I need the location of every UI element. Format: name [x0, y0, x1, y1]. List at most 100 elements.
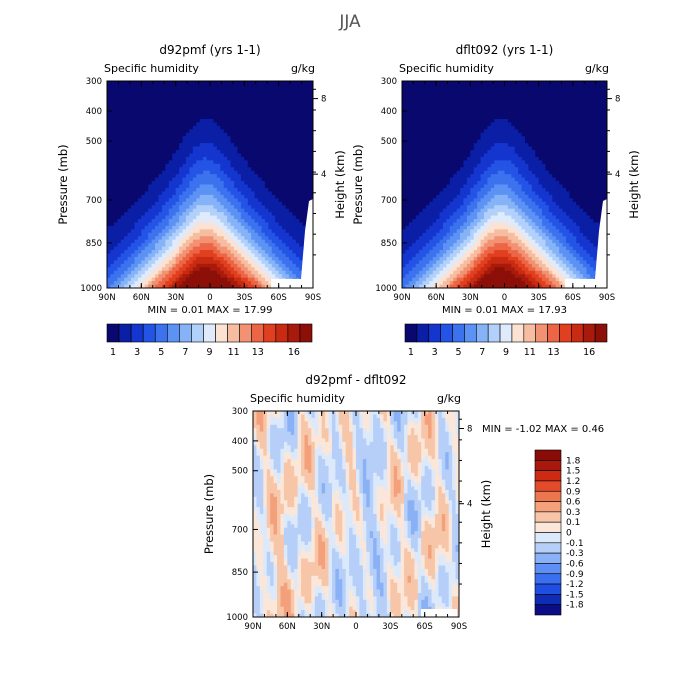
contour-cell — [254, 236, 259, 241]
contour-cell — [210, 118, 214, 123]
contour-cell — [110, 184, 115, 189]
contour-cell — [254, 170, 259, 175]
contour-cell — [425, 267, 430, 272]
contour-cell — [408, 139, 413, 144]
contour-cell — [258, 246, 262, 251]
contour-cell — [419, 94, 423, 99]
contour-cell — [124, 274, 128, 279]
contour-cell — [432, 177, 437, 182]
contour-cell — [158, 250, 163, 254]
contour-cell — [185, 101, 190, 106]
contour-cell — [110, 84, 115, 89]
contour-cell — [271, 108, 276, 113]
contour-cell — [223, 136, 228, 141]
contour-cell — [460, 94, 464, 99]
contour-cell — [203, 84, 207, 89]
contour-cell — [425, 239, 430, 244]
contour-cell — [309, 108, 314, 113]
contour-cell — [264, 222, 269, 227]
contour-cell — [227, 219, 231, 223]
contour-cell — [127, 143, 132, 147]
contour-cell — [470, 170, 475, 175]
contour-cell — [240, 212, 245, 216]
contour-cell — [120, 108, 125, 113]
contour-cell — [470, 187, 475, 192]
contour-cell — [244, 222, 249, 227]
contour-cell — [137, 139, 142, 144]
contour-cell — [258, 174, 262, 178]
contour-cell — [220, 105, 225, 109]
contour-cell — [124, 125, 128, 130]
contour-cell — [439, 167, 444, 172]
contour-cell — [292, 98, 297, 103]
contour-cell — [144, 156, 149, 161]
contour-cell — [127, 139, 132, 144]
contour-cell — [165, 215, 170, 220]
contour-cell — [151, 108, 156, 113]
contour-cell — [124, 256, 128, 261]
contour-cell — [189, 84, 194, 89]
contour-cell — [220, 250, 225, 254]
contour-cell — [107, 263, 111, 268]
contour-cell — [117, 105, 122, 109]
contour-cell — [261, 153, 266, 158]
contour-cell — [161, 177, 166, 182]
contour-cell — [285, 236, 290, 241]
contour-cell — [117, 208, 122, 213]
contour-cell — [223, 232, 228, 237]
contour-cell — [227, 101, 231, 106]
contour-cell — [189, 174, 194, 178]
contour-cell — [210, 132, 214, 137]
contour-cell — [107, 219, 111, 223]
contour-cell — [264, 94, 269, 99]
contour-cell — [432, 250, 437, 254]
contour-cell — [234, 225, 238, 230]
contour-cell — [196, 236, 201, 241]
contour-cell — [223, 256, 228, 261]
contour-cell — [161, 125, 166, 130]
contour-cell — [425, 281, 430, 285]
contour-cell — [466, 232, 471, 237]
contour-cell — [223, 163, 228, 168]
contour-cell — [124, 163, 128, 168]
contour-cell — [261, 105, 266, 109]
contour-cell — [203, 136, 207, 141]
contour-cell — [446, 219, 451, 223]
contour-cell — [278, 153, 283, 158]
contour-cell — [292, 212, 297, 216]
contour-cell — [463, 177, 468, 182]
contour-cell — [185, 222, 190, 227]
contour-cell — [309, 139, 314, 144]
contour-cell — [185, 229, 190, 234]
contour-cell — [151, 167, 156, 172]
contour-cell — [124, 246, 128, 251]
colorbar-swatch — [106, 323, 120, 343]
contour-cell — [127, 118, 132, 123]
contour-cell — [453, 194, 458, 199]
contour-cell — [227, 160, 231, 165]
contour-cell — [295, 274, 300, 279]
contour-cell — [268, 129, 273, 134]
contour-cell — [144, 277, 149, 282]
contour-cell — [473, 112, 478, 116]
contour-cell — [278, 132, 283, 137]
contour-cell — [432, 118, 437, 123]
contour-cell — [124, 112, 128, 116]
contour-cell — [158, 98, 163, 103]
contour-cell — [203, 246, 207, 251]
contour-cell — [463, 205, 468, 210]
contour-cell — [449, 87, 454, 92]
contour-cell — [299, 191, 304, 196]
contour-cell — [456, 246, 461, 251]
contour-cell — [134, 229, 139, 234]
contour-cell — [175, 112, 180, 116]
contour-cell — [220, 270, 225, 275]
contour-cell — [155, 215, 159, 220]
contour-cell — [196, 267, 201, 272]
contour-cell — [124, 129, 128, 134]
contour-cell — [405, 232, 410, 237]
contour-cell — [453, 177, 458, 182]
contour-cell — [240, 122, 245, 127]
contour-cell — [306, 94, 310, 99]
contour-cell — [278, 201, 283, 206]
